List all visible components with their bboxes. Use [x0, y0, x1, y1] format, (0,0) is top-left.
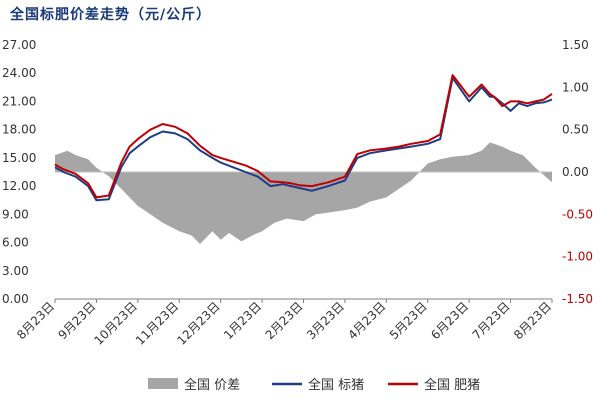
series-line-fat-pig: [54, 74, 553, 199]
legend: 全国 价差 全国 标猪 全国 肥猪: [148, 377, 480, 393]
chart-title: 全国标肥价差走势（元/公斤）: [10, 7, 212, 23]
legend-label: 全国 标猪: [308, 377, 364, 393]
x-tick-label: 2月23日: [263, 299, 306, 342]
left-tick-label: 6.00: [2, 236, 29, 250]
x-tick-label: 11月23日: [133, 299, 181, 347]
legend-label: 全国 价差: [184, 377, 240, 393]
right-tick-label: 0.00: [562, 165, 589, 179]
left-tick-label: 9.00: [2, 207, 29, 221]
x-tick-label: 10月23日: [91, 299, 139, 347]
x-tick-label: 6月23日: [428, 299, 471, 342]
left-tick-label: 18.00: [2, 123, 36, 137]
x-tick-label: 8月23日: [511, 299, 554, 342]
x-tick-label: 7月23日: [470, 299, 513, 342]
left-tick-label: 12.00: [2, 179, 36, 193]
x-tick-label: 5月23日: [387, 299, 430, 342]
x-tick-label: 1月23日: [221, 299, 264, 342]
x-tick-label: 4月23日: [345, 299, 388, 342]
right-tick-label: -0.50: [562, 207, 593, 221]
left-tick-label: 21.00: [2, 94, 36, 108]
right-tick-label: 1.00: [562, 80, 589, 94]
legend-swatch-spread: [148, 378, 178, 389]
x-tick-label: 12月23日: [174, 299, 222, 347]
legend-label: 全国 肥猪: [424, 377, 480, 393]
left-tick-label: 24.00: [2, 66, 36, 80]
left-tick-label: 15.00: [2, 151, 36, 165]
right-tick-label: 0.50: [562, 123, 589, 137]
left-tick-label: 27.00: [2, 38, 36, 52]
right-tick-label: -1.00: [562, 250, 593, 264]
right-tick-label: 1.50: [562, 38, 589, 52]
left-tick-label: 0.00: [2, 292, 29, 306]
spread-area-layer: [55, 142, 552, 244]
x-tick-label: 3月23日: [304, 299, 347, 342]
price-lines-layer: [54, 74, 553, 202]
series-area-spread: [55, 142, 552, 244]
axis-layer: [54, 171, 553, 303]
left-tick-label: 3.00: [2, 264, 29, 278]
right-tick-label: -1.50: [562, 292, 593, 306]
